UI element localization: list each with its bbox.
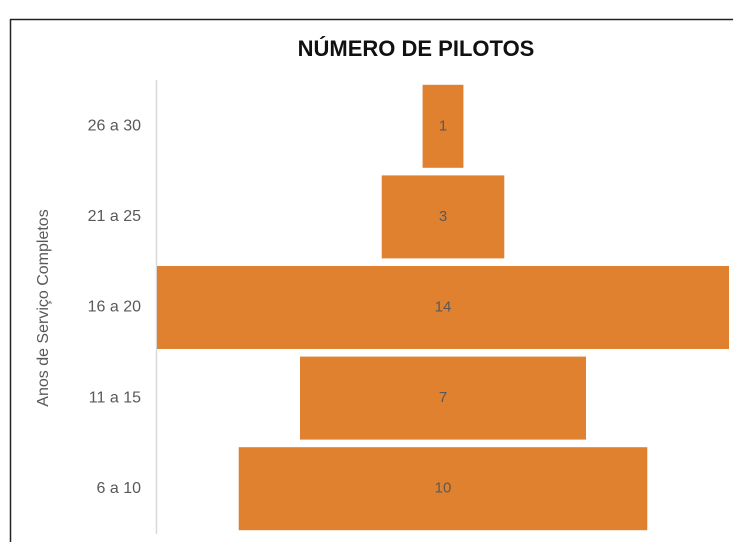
chart-title: NÚMERO DE PILOTOS <box>298 36 535 61</box>
y-tick-label: 11 a 15 <box>89 389 141 406</box>
y-axis-label: Anos de Serviço Completos <box>35 209 52 406</box>
bar <box>381 175 505 259</box>
data-label: 14 <box>435 298 452 315</box>
bar <box>300 356 586 440</box>
bar <box>238 447 648 531</box>
y-tick-label: 16 a 20 <box>88 299 141 316</box>
data-label: 7 <box>439 389 447 406</box>
y-tick-label: 6 a 10 <box>97 480 142 497</box>
data-label: 1 <box>439 117 447 134</box>
y-tick-label: 26 a 30 <box>88 118 141 135</box>
bar <box>422 84 464 168</box>
bar <box>157 266 729 349</box>
y-tick-label: 21 a 25 <box>88 208 141 225</box>
data-label: 10 <box>435 480 452 497</box>
data-label: 3 <box>439 208 447 225</box>
